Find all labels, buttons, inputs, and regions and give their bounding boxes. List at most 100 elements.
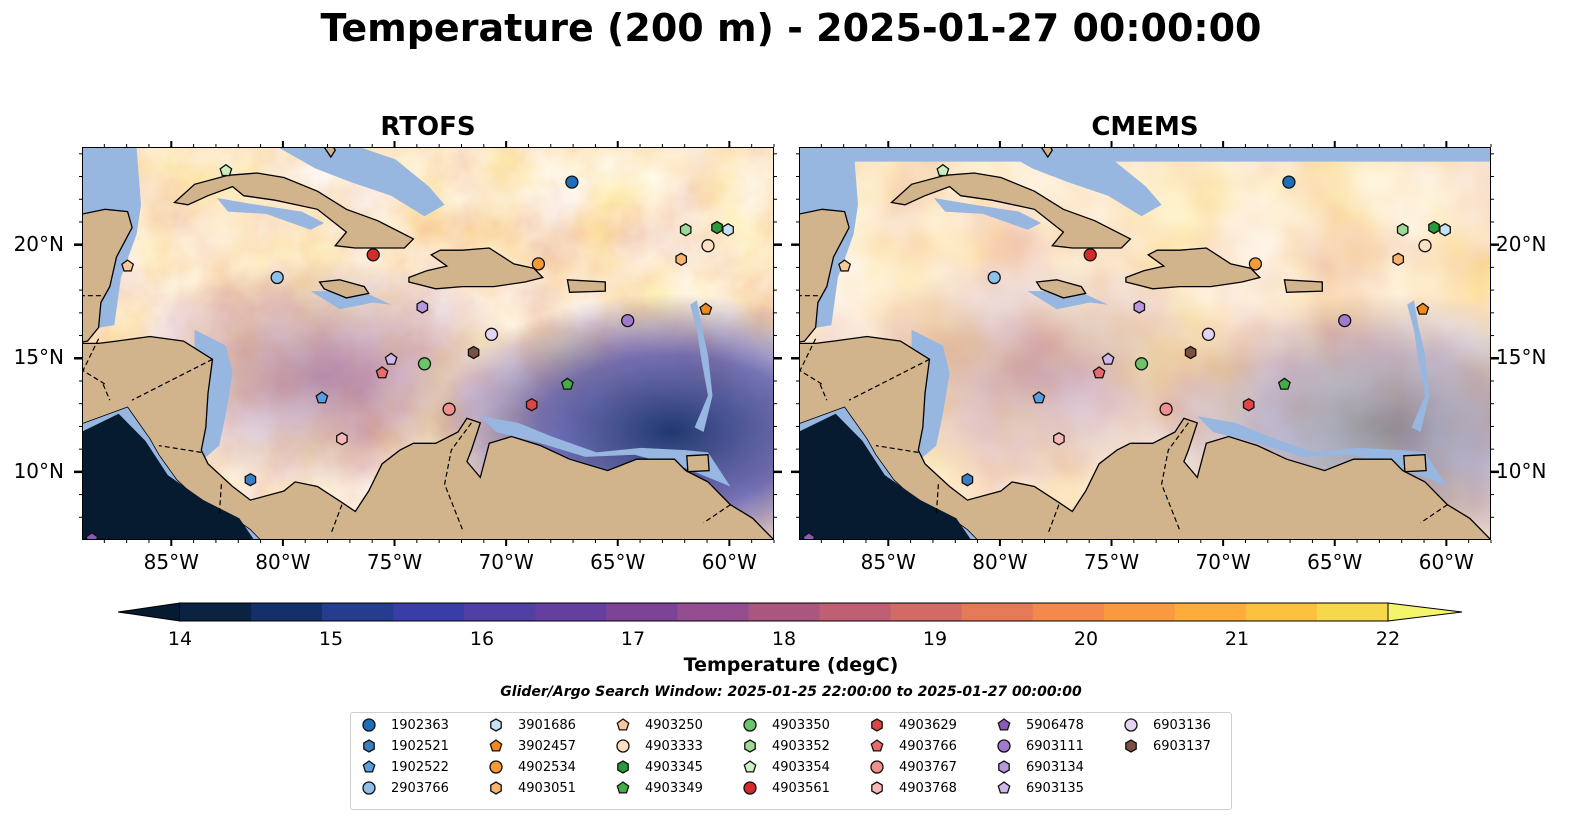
float-marker-1902522[interactable]	[1032, 391, 1046, 404]
legend-marker-6903136[interactable]	[1124, 718, 1138, 732]
legend-entry-6903134: 6903134	[996, 757, 1084, 777]
float-marker-6903137[interactable]	[467, 345, 480, 360]
float-marker-4903354[interactable]	[219, 163, 233, 177]
legend-label: 6903135	[1026, 780, 1084, 796]
float-marker-6903134[interactable]	[416, 300, 429, 314]
float-marker-4903629[interactable]	[525, 397, 538, 412]
float-marker-5906478[interactable]	[85, 531, 99, 540]
float-marker-4903561[interactable]	[1083, 248, 1097, 262]
legend-marker-1902521[interactable]	[363, 739, 375, 753]
map-cmems[interactable]	[799, 147, 1491, 540]
legend-marker-4902534[interactable]	[489, 760, 503, 774]
legend-marker-4903051[interactable]	[490, 781, 502, 795]
country-border	[330, 504, 343, 535]
float-marker-3901686[interactable]	[722, 223, 734, 237]
float-marker-4903767[interactable]	[442, 402, 456, 416]
legend-entry-6903136: 6903136	[1123, 715, 1211, 735]
circle-marker-icon	[616, 739, 630, 753]
float-marker-4903561[interactable]	[366, 248, 380, 262]
legend-marker-4903345[interactable]	[617, 760, 629, 774]
legend-entry-4903768: 4903768	[869, 778, 957, 798]
float-marker-4903766[interactable]	[1092, 366, 1106, 379]
legend-marker-2903766[interactable]	[362, 781, 376, 795]
legend-marker-4903561[interactable]	[743, 781, 757, 795]
float-marker-4903768[interactable]	[336, 432, 348, 446]
legend-marker-4903768[interactable]	[871, 781, 883, 795]
legend-entry-4903766: 4903766	[869, 736, 957, 756]
legend-label: 1902521	[391, 738, 449, 754]
legend-marker-4903250[interactable]	[616, 718, 630, 731]
colorbar-segment	[677, 603, 750, 621]
float-marker-3902457[interactable]	[1416, 302, 1430, 315]
float-marker-4903051[interactable]	[675, 252, 688, 267]
float-marker-4903345[interactable]	[1428, 220, 1440, 235]
float-marker-4903250[interactable]	[838, 259, 852, 272]
float-marker-5906478[interactable]	[802, 531, 816, 540]
float-marker-1902363[interactable]	[1282, 175, 1296, 189]
country-border	[83, 338, 106, 385]
legend-marker-4903349[interactable]	[616, 781, 630, 794]
float-marker-4903354[interactable]	[936, 163, 950, 177]
float-marker-6903136[interactable]	[1201, 327, 1216, 341]
float-marker-4903352[interactable]	[1396, 223, 1409, 237]
float-marker-4903352[interactable]	[679, 223, 692, 237]
float-marker-6903111[interactable]	[1338, 313, 1352, 328]
legend-marker-3901686[interactable]	[490, 718, 502, 732]
legend-marker-5906478[interactable]	[997, 718, 1011, 731]
float-marker-4903333[interactable]	[1418, 239, 1432, 253]
legend-marker-4903350[interactable]	[743, 718, 757, 732]
map-rtofs[interactable]	[82, 147, 774, 540]
legend-entry-1902522: 1902522	[361, 757, 449, 777]
legend-label: 6903134	[1026, 759, 1084, 775]
legend-marker-4903767[interactable]	[870, 760, 884, 774]
colorbar-under-extension	[117, 602, 181, 622]
legend-label: 4903766	[899, 738, 957, 754]
legend-marker-3902457[interactable]	[489, 739, 503, 752]
legend-marker-6903111[interactable]	[997, 739, 1011, 753]
float-marker-4903767[interactable]	[1159, 402, 1173, 416]
legend-marker-4903629[interactable]	[871, 718, 883, 732]
lon-tick-label: 65°W	[1307, 550, 1363, 574]
float-marker-1902363[interactable]	[565, 175, 579, 189]
float-marker-4903349[interactable]	[560, 377, 574, 390]
legend-marker-6903135[interactable]	[997, 781, 1011, 794]
float-marker-4903350[interactable]	[417, 357, 432, 371]
float-marker-3902457[interactable]	[699, 302, 713, 315]
float-marker-3901686[interactable]	[1439, 223, 1451, 237]
legend-marker-4903333[interactable]	[616, 739, 630, 753]
float-marker-4903629[interactable]	[1242, 397, 1255, 412]
float-marker-4903350[interactable]	[1134, 357, 1149, 371]
float-marker-4903768[interactable]	[1053, 432, 1065, 446]
legend-marker-6903137[interactable]	[1125, 739, 1137, 753]
legend-marker-1902522[interactable]	[362, 760, 376, 773]
float-marker-1902521[interactable]	[961, 472, 974, 487]
float-marker-4903345[interactable]	[711, 220, 723, 235]
float-marker-2903766[interactable]	[987, 270, 1001, 285]
lon-tick-label: 60°W	[1418, 550, 1474, 574]
float-marker-4902534[interactable]	[531, 257, 546, 271]
float-marker-4903333[interactable]	[701, 239, 715, 253]
float-marker-4903250[interactable]	[121, 259, 135, 272]
land-puertorico	[566, 279, 606, 293]
colorbar-segment	[819, 603, 892, 621]
float-marker-4903051[interactable]	[1392, 252, 1405, 267]
legend-marker-4903352[interactable]	[744, 739, 756, 753]
legend-marker-6903134[interactable]	[998, 760, 1010, 774]
float-marker-6903135[interactable]	[384, 352, 398, 365]
legend-marker-4903354[interactable]	[743, 760, 757, 773]
float-marker-1902521[interactable]	[244, 472, 257, 487]
float-marker-6903111[interactable]	[621, 313, 635, 328]
float-marker-6903136[interactable]	[484, 327, 499, 341]
float-marker-6903137[interactable]	[1184, 345, 1197, 360]
legend-entry-4903051: 4903051	[488, 778, 576, 798]
legend-marker-4903766[interactable]	[870, 739, 884, 752]
float-marker-4903349[interactable]	[1277, 377, 1291, 390]
float-marker-4902534[interactable]	[1248, 257, 1263, 271]
float-marker-1902522[interactable]	[315, 391, 329, 404]
float-marker-2903766[interactable]	[270, 270, 284, 285]
float-marker-6903134[interactable]	[1133, 300, 1146, 314]
legend-label: 4903561	[772, 780, 830, 796]
float-marker-4903766[interactable]	[375, 366, 389, 379]
float-marker-6903135[interactable]	[1101, 352, 1115, 365]
legend-marker-1902363[interactable]	[362, 718, 376, 732]
